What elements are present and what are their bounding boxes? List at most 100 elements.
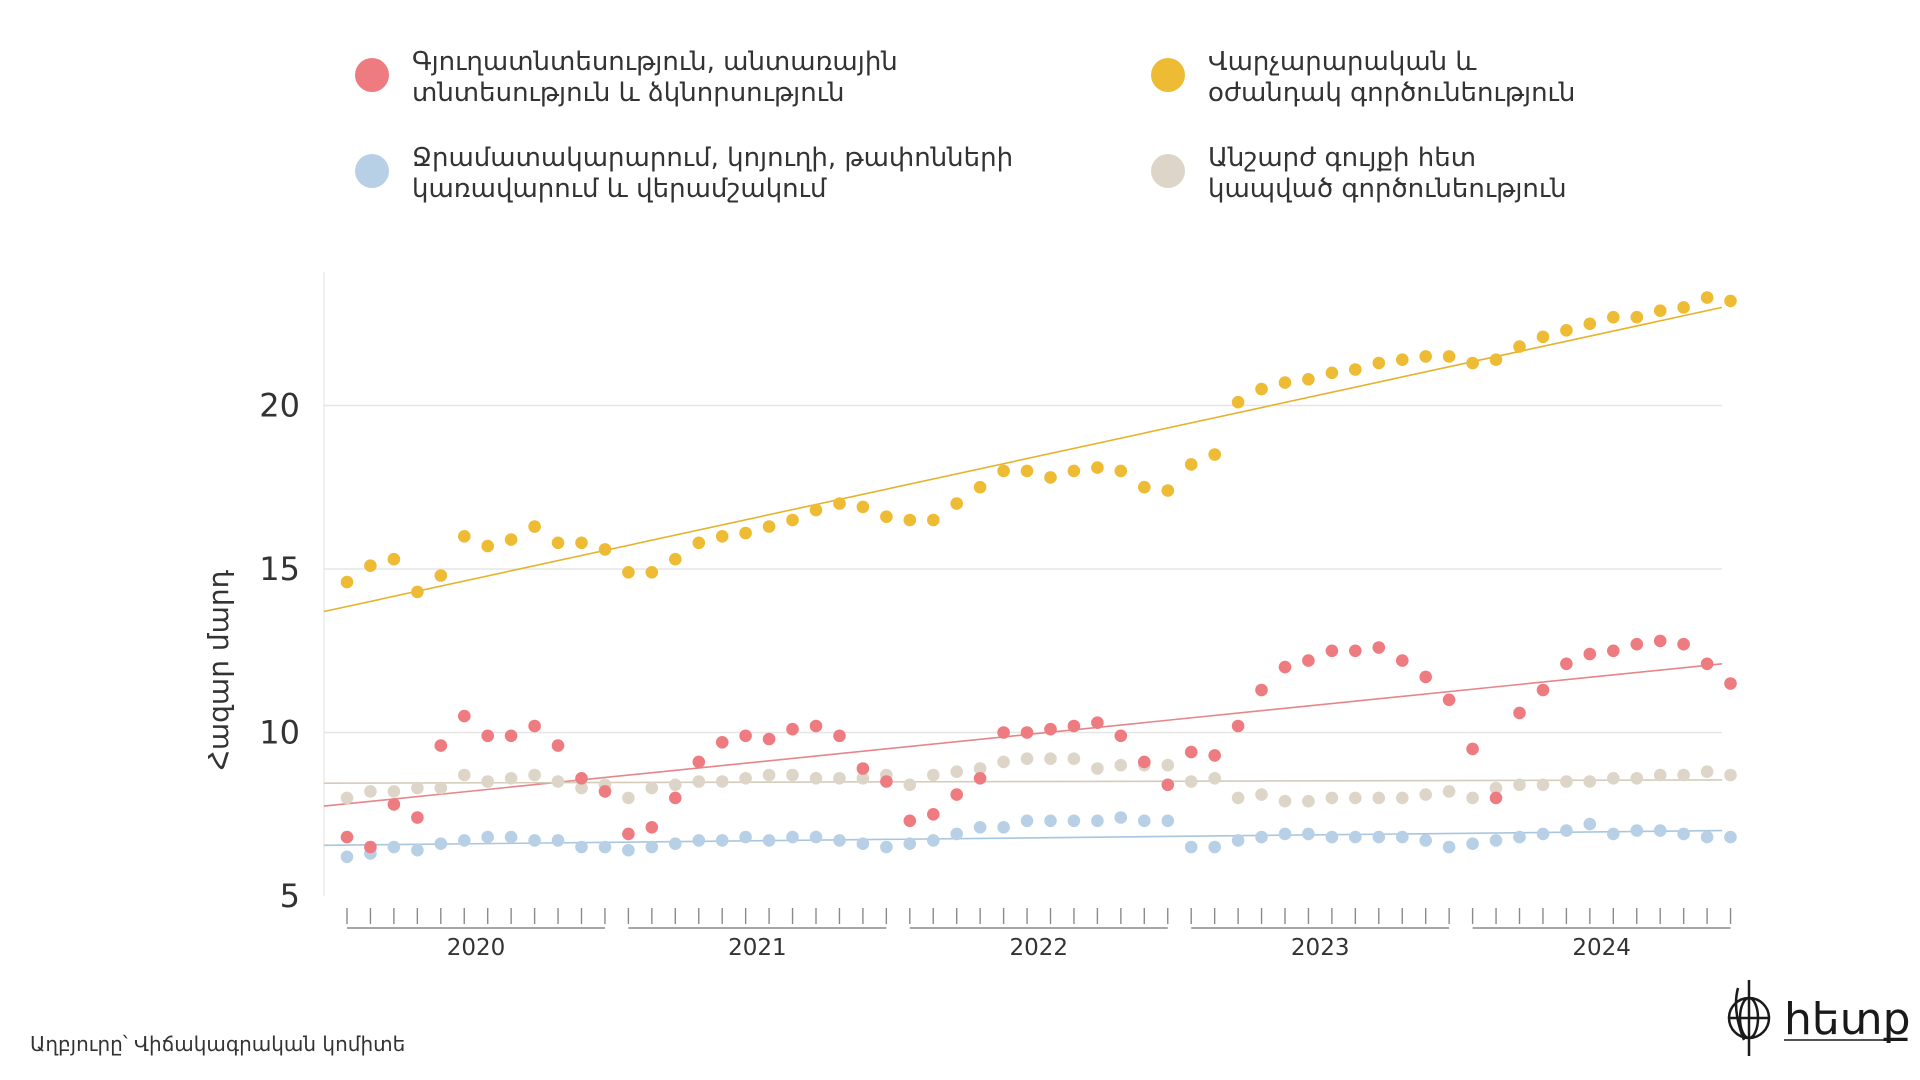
logo: հետք: [1727, 980, 1911, 1056]
point-s3-9: [551, 775, 565, 788]
point-s1-43: [1349, 363, 1362, 376]
series-points-2: [340, 811, 1737, 864]
legend-label-agriculture-line2: տնտեսություն և ձկնորսություն: [412, 78, 844, 108]
point-s2-53: [1583, 817, 1597, 831]
point-s0-12: [622, 827, 635, 841]
point-s1-39: [1255, 382, 1268, 396]
point-s1-44: [1372, 356, 1386, 370]
point-s1-58: [1700, 291, 1714, 304]
point-s3-2: [387, 785, 401, 798]
point-s0-28: [997, 726, 1010, 739]
point-s1-16: [715, 530, 729, 543]
point-s2-17: [739, 830, 752, 844]
point-s2-13: [645, 840, 659, 854]
point-s1-14: [669, 552, 682, 566]
point-s0-56: [1653, 634, 1667, 648]
point-s2-48: [1466, 837, 1479, 850]
point-s2-57: [1677, 827, 1690, 841]
point-s2-52: [1560, 824, 1573, 837]
point-s2-3: [411, 843, 424, 857]
point-s3-19: [786, 768, 799, 782]
point-s1-25: [927, 513, 940, 527]
point-s2-45: [1396, 830, 1409, 844]
legend-label-water-line1: Ջրամատակարարում, կոյուղի, թափոնների: [412, 143, 1013, 173]
point-s3-50: [1513, 778, 1526, 792]
point-s0-41: [1302, 654, 1315, 667]
point-s0-15: [692, 755, 706, 769]
point-s1-49: [1489, 353, 1503, 367]
point-s3-33: [1114, 758, 1128, 772]
point-s2-29: [1020, 814, 1034, 828]
point-s2-36: [1184, 840, 1198, 854]
point-s3-16: [715, 775, 729, 788]
point-s3-51: [1536, 778, 1550, 792]
point-s2-46: [1419, 834, 1432, 847]
point-s1-23: [880, 510, 893, 523]
point-s3-36: [1184, 775, 1198, 788]
logo-text: հետք: [1784, 994, 1911, 1045]
point-s2-30: [1044, 814, 1057, 828]
point-s2-51: [1536, 827, 1550, 841]
point-s2-41: [1302, 827, 1315, 841]
point-s3-46: [1419, 788, 1432, 801]
point-s1-50: [1513, 340, 1526, 353]
point-s3-43: [1349, 791, 1362, 805]
x-year-label-2020: 2020: [447, 935, 506, 961]
point-s1-19: [786, 513, 799, 527]
point-s0-19: [786, 722, 799, 736]
point-s0-25: [927, 808, 940, 821]
point-s1-47: [1442, 350, 1456, 363]
y-axis-title: Հազար մարդ: [202, 569, 235, 770]
point-s0-40: [1278, 660, 1292, 674]
trend-lines: [323, 306, 1723, 847]
point-s0-30: [1044, 722, 1057, 736]
point-s2-32: [1091, 814, 1104, 828]
point-s2-33: [1114, 811, 1128, 824]
point-s1-56: [1653, 304, 1667, 318]
point-s3-26: [950, 765, 963, 778]
point-s1-21: [833, 497, 846, 510]
point-s1-57: [1677, 301, 1690, 314]
source-note: Աղբյուրը՝ Վիճակագրական կոմիտե: [30, 1032, 405, 1056]
point-s3-54: [1607, 772, 1620, 785]
point-s1-3: [411, 585, 424, 599]
point-s0-39: [1255, 683, 1268, 697]
point-s3-22: [856, 772, 870, 785]
point-s1-26: [950, 497, 963, 510]
point-s2-55: [1630, 824, 1644, 837]
point-s2-11: [598, 840, 612, 854]
point-s3-52: [1560, 775, 1573, 788]
point-s3-7: [504, 772, 518, 785]
point-s2-14: [669, 837, 682, 850]
point-s1-48: [1466, 356, 1479, 370]
point-s0-18: [762, 732, 776, 746]
point-s3-12: [622, 791, 635, 805]
x-axis: 2020 2021 2022 2023 2024: [346, 908, 1732, 961]
point-s2-24: [903, 837, 917, 850]
point-s0-44: [1372, 641, 1386, 654]
point-s3-40: [1278, 794, 1292, 808]
point-s2-42: [1325, 830, 1339, 844]
point-s0-38: [1231, 719, 1245, 733]
point-s2-54: [1607, 827, 1620, 841]
point-s1-36: [1184, 458, 1198, 471]
grid: [324, 404, 1722, 734]
point-s2-25: [927, 834, 940, 847]
point-s2-12: [622, 843, 635, 857]
point-s2-27: [973, 821, 987, 834]
point-s1-29: [1020, 464, 1034, 478]
point-s2-28: [997, 821, 1010, 834]
point-s0-37: [1208, 749, 1221, 762]
trend-line-1: [323, 306, 1723, 613]
legend-swatch-water: [355, 154, 389, 188]
point-s2-22: [856, 837, 870, 850]
point-s0-34: [1138, 755, 1151, 769]
legend-label-admin-line2: օժանդակ գործունեություն: [1208, 78, 1575, 108]
point-s2-26: [950, 827, 963, 841]
point-s1-33: [1114, 464, 1128, 478]
legend-swatch-agriculture: [355, 58, 389, 92]
point-s0-22: [856, 762, 870, 775]
point-s2-16: [715, 834, 729, 847]
point-s1-28: [997, 464, 1010, 478]
